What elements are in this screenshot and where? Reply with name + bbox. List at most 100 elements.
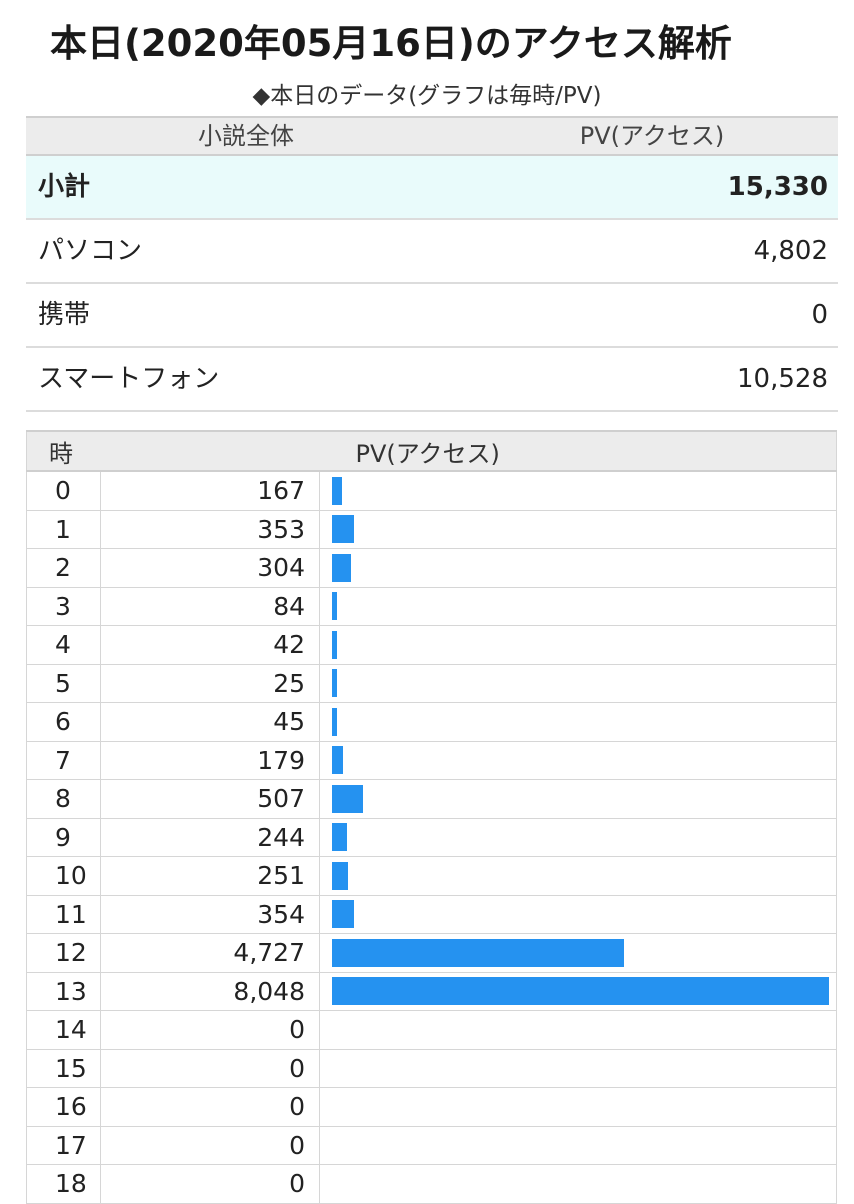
hour-cell: 0 bbox=[26, 470, 101, 511]
summary-row-smartphone: スマートフォン 10,528 bbox=[26, 348, 838, 412]
pv-bar bbox=[332, 630, 337, 659]
hourly-row: 4 42 bbox=[26, 625, 838, 665]
pv-value-cell: 251 bbox=[100, 856, 320, 896]
pv-bar-cell bbox=[318, 586, 838, 626]
summary-header-value: PV(アクセス) bbox=[579, 122, 725, 150]
pv-value-cell: 25 bbox=[100, 663, 320, 703]
pv-bar bbox=[332, 977, 829, 1006]
summary-header-label: 小説全体 bbox=[198, 122, 294, 150]
hour-cell: 3 bbox=[26, 586, 101, 626]
hourly-row: 3 84 bbox=[26, 586, 838, 626]
pv-bar-cell bbox=[318, 1125, 838, 1165]
pv-value-cell: 45 bbox=[100, 702, 320, 742]
hourly-row: 11 354 bbox=[26, 894, 838, 934]
hourly-row: 7 179 bbox=[26, 740, 838, 780]
hourly-row: 10 251 bbox=[26, 856, 838, 896]
pv-bar-cell bbox=[318, 1164, 838, 1204]
hour-cell: 10 bbox=[26, 856, 101, 896]
pv-bar bbox=[332, 784, 363, 813]
hourly-row: 15 0 bbox=[26, 1048, 838, 1088]
summary-value: 10,528 bbox=[737, 364, 828, 394]
hour-cell: 17 bbox=[26, 1125, 101, 1165]
pv-value-cell: 42 bbox=[100, 625, 320, 665]
hourly-row: 17 0 bbox=[26, 1125, 838, 1165]
hour-cell: 16 bbox=[26, 1087, 101, 1127]
hour-cell: 13 bbox=[26, 971, 101, 1011]
hourly-row: 18 0 bbox=[26, 1164, 838, 1204]
summary-row-subtotal: 小計 15,330 bbox=[26, 156, 838, 220]
pv-bar-cell bbox=[318, 856, 838, 896]
hourly-row: 0 167 bbox=[26, 470, 838, 511]
pv-value-cell: 4,727 bbox=[100, 933, 320, 973]
pv-bar-cell bbox=[318, 548, 838, 588]
pv-bar bbox=[332, 823, 347, 852]
hourly-row: 12 4,727 bbox=[26, 933, 838, 973]
pv-bar-cell bbox=[318, 625, 838, 665]
pv-bar bbox=[332, 861, 348, 890]
summary-label: 携帯 bbox=[38, 300, 91, 330]
pv-value-cell: 507 bbox=[100, 779, 320, 819]
pv-bar bbox=[332, 707, 337, 736]
pv-value-cell: 0 bbox=[100, 1087, 320, 1127]
pv-value-cell: 244 bbox=[100, 817, 320, 857]
hourly-row: 14 0 bbox=[26, 1010, 838, 1050]
hourly-row: 16 0 bbox=[26, 1087, 838, 1127]
hour-cell: 18 bbox=[26, 1164, 101, 1204]
summary-value: 4,802 bbox=[753, 236, 828, 266]
section-subtitle: ◆本日のデータ(グラフは毎時/PV) bbox=[252, 83, 602, 109]
summary-row-mobile: 携帯 0 bbox=[26, 284, 838, 348]
pv-bar bbox=[332, 900, 354, 929]
hour-cell: 14 bbox=[26, 1010, 101, 1050]
hourly-row: 9 244 bbox=[26, 817, 838, 857]
hourly-pv-table: 時 PV(アクセス) 0 167 1 353 2 304 3 84 4 42 5 25 6 45 7 179 8… bbox=[26, 430, 838, 1204]
pv-value-cell: 179 bbox=[100, 740, 320, 780]
hourly-header-row: 時 PV(アクセス) bbox=[26, 430, 838, 472]
hour-column-header: 時 bbox=[26, 430, 101, 472]
pv-bar-cell bbox=[318, 1010, 838, 1050]
hourly-row: 2 304 bbox=[26, 548, 838, 588]
pv-value-cell: 8,048 bbox=[100, 971, 320, 1011]
summary-label: スマートフォン bbox=[38, 364, 220, 394]
hour-cell: 5 bbox=[26, 663, 101, 703]
summary-row-pc: パソコン 4,802 bbox=[26, 220, 838, 284]
hour-cell: 11 bbox=[26, 894, 101, 934]
summary-label: 小計 bbox=[38, 172, 91, 202]
pv-value-cell: 0 bbox=[100, 1048, 320, 1088]
pv-bar-cell bbox=[318, 779, 838, 819]
pv-value-cell: 0 bbox=[100, 1010, 320, 1050]
summary-label: パソコン bbox=[38, 236, 143, 266]
pv-value-cell: 354 bbox=[100, 894, 320, 934]
pv-bar-cell bbox=[318, 702, 838, 742]
hour-cell: 15 bbox=[26, 1048, 101, 1088]
pv-bar-cell bbox=[318, 894, 838, 934]
hourly-row: 13 8,048 bbox=[26, 971, 838, 1011]
hour-cell: 9 bbox=[26, 817, 101, 857]
pv-bar bbox=[332, 746, 343, 775]
pv-bar-cell bbox=[318, 470, 838, 511]
pv-value-cell: 304 bbox=[100, 548, 320, 588]
hour-cell: 4 bbox=[26, 625, 101, 665]
summary-value: 0 bbox=[811, 300, 828, 330]
pv-bar bbox=[332, 553, 351, 582]
pv-bar bbox=[332, 515, 354, 544]
pv-bar-cell bbox=[318, 1048, 838, 1088]
pv-bar bbox=[332, 938, 624, 967]
pv-bar-cell bbox=[318, 971, 838, 1011]
hour-cell: 8 bbox=[26, 779, 101, 819]
pv-bar-cell bbox=[318, 740, 838, 780]
pv-value-cell: 84 bbox=[100, 586, 320, 626]
pv-value-cell: 353 bbox=[100, 509, 320, 549]
pv-value-cell: 167 bbox=[100, 470, 320, 511]
page-title: 本日(2020年05月16日)のアクセス解析 bbox=[50, 22, 732, 65]
hour-cell: 2 bbox=[26, 548, 101, 588]
hour-cell: 12 bbox=[26, 933, 101, 973]
hour-cell: 6 bbox=[26, 702, 101, 742]
hourly-row: 6 45 bbox=[26, 702, 838, 742]
hour-cell: 1 bbox=[26, 509, 101, 549]
pv-bar-cell bbox=[318, 509, 838, 549]
hourly-row: 8 507 bbox=[26, 779, 838, 819]
hourly-row: 1 353 bbox=[26, 509, 838, 549]
summary-header: 小説全体 PV(アクセス) bbox=[26, 116, 838, 156]
summary-table: 小説全体 PV(アクセス) 小計 15,330 パソコン 4,802 携帯 0 … bbox=[26, 116, 838, 412]
pv-column-header: PV(アクセス) bbox=[100, 430, 838, 472]
